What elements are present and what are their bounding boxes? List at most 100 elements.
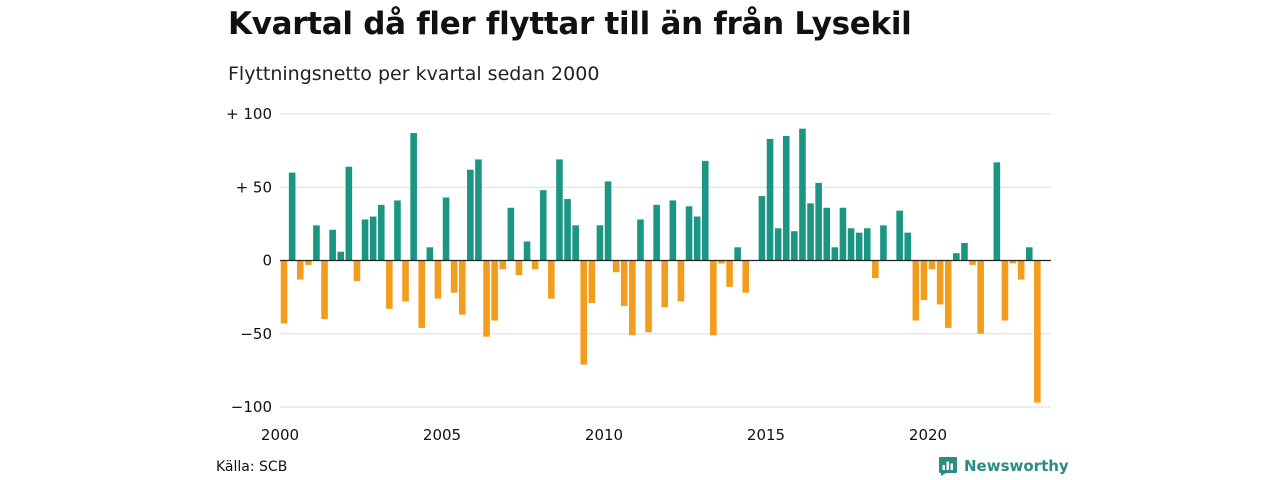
y-tick-label: 0 — [262, 252, 272, 270]
bar — [815, 182, 822, 261]
bar — [977, 260, 984, 334]
bar — [499, 260, 507, 270]
bar — [458, 260, 466, 315]
y-tick-label: + 50 — [236, 178, 272, 196]
chart-subtitle: Flyttningsnetto per kvartal sedan 2000 — [228, 63, 600, 85]
bar — [305, 260, 312, 265]
bar — [872, 260, 879, 279]
bar — [321, 260, 328, 320]
bar — [539, 190, 547, 261]
bar — [880, 225, 887, 261]
x-tick-label: 2010 — [585, 426, 623, 444]
bar — [280, 260, 288, 324]
bar — [564, 198, 571, 261]
bar — [475, 159, 482, 261]
bar — [969, 260, 976, 265]
bars — [280, 128, 1041, 403]
bar — [523, 241, 531, 261]
bar — [410, 133, 417, 261]
bar — [734, 247, 741, 261]
bar — [669, 200, 677, 261]
bar — [353, 260, 361, 282]
bar — [677, 260, 685, 302]
bar — [823, 207, 831, 261]
bar — [361, 219, 369, 261]
bar — [912, 260, 920, 321]
bar — [645, 260, 652, 333]
bar — [936, 260, 944, 305]
bar — [831, 247, 839, 261]
bar — [791, 231, 798, 261]
bar — [369, 216, 377, 261]
bar — [920, 260, 928, 301]
bar — [1009, 260, 1017, 264]
bar — [693, 216, 701, 261]
bar — [701, 160, 709, 261]
grid-lines — [280, 113, 1051, 408]
bar — [993, 162, 1001, 261]
x-tick-label: 2020 — [909, 426, 947, 444]
newsworthy-logo-icon — [939, 457, 957, 476]
bar — [434, 260, 442, 299]
bar — [620, 260, 628, 306]
bar — [685, 206, 693, 261]
bar — [653, 204, 660, 261]
x-tick-label: 2005 — [423, 426, 461, 444]
bar — [467, 169, 474, 261]
bar — [483, 260, 490, 337]
bar — [1017, 260, 1025, 280]
bar — [758, 196, 766, 261]
bar — [928, 260, 936, 270]
chart-title: Kvartal då fler flyttar till än från Lys… — [228, 6, 912, 42]
bar — [661, 260, 669, 308]
bar — [944, 260, 952, 328]
bar — [580, 260, 588, 365]
x-tick-label: 2000 — [261, 426, 299, 444]
bar — [782, 135, 790, 261]
bar — [1025, 247, 1033, 261]
bar — [329, 229, 336, 261]
bar — [337, 251, 345, 261]
bar — [450, 260, 458, 293]
bar — [807, 203, 814, 261]
bar — [604, 181, 612, 261]
bar — [1001, 260, 1009, 321]
bar — [742, 260, 750, 293]
brand-name: Newsworthy — [964, 457, 1069, 475]
bar — [556, 159, 563, 261]
bar — [612, 260, 620, 273]
bar — [313, 225, 320, 261]
bar — [394, 200, 401, 261]
bar — [896, 210, 903, 261]
bar — [629, 260, 636, 336]
bar — [548, 260, 555, 299]
x-tick-label: 2015 — [747, 426, 785, 444]
bar — [507, 207, 515, 261]
bar — [345, 166, 353, 261]
bar — [953, 253, 960, 261]
bar — [961, 242, 968, 261]
bar — [847, 228, 855, 261]
bar — [572, 225, 579, 261]
bar — [531, 260, 539, 270]
bar — [710, 260, 717, 336]
source-label: Källa: SCB — [216, 459, 288, 475]
bar — [799, 128, 806, 261]
bar — [766, 138, 774, 261]
bar — [596, 225, 604, 261]
y-tick-label: + 100 — [226, 105, 272, 123]
bar — [377, 204, 385, 261]
bar — [491, 260, 498, 321]
bar — [637, 219, 644, 261]
bar — [904, 232, 912, 261]
bar — [515, 260, 523, 276]
bar — [288, 172, 296, 261]
bar — [296, 260, 304, 280]
y-tick-label: −50 — [240, 325, 272, 343]
bar — [386, 260, 393, 309]
bar — [418, 260, 426, 328]
bar — [855, 232, 863, 261]
bar — [839, 207, 847, 261]
bar — [402, 260, 409, 302]
